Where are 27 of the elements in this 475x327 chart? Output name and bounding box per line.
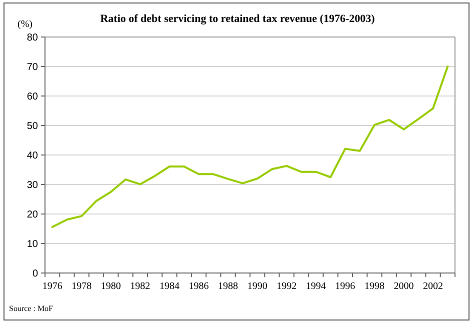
x-tick-label: 1984 — [159, 281, 180, 292]
x-tick-label: 1992 — [276, 281, 297, 292]
x-tick-label: 1976 — [42, 281, 62, 292]
x-tick-label: 1982 — [130, 281, 150, 292]
y-axis-title: (%) — [18, 19, 32, 30]
x-tick-label: 1978 — [72, 281, 92, 292]
source-note: Source : MoF — [9, 304, 54, 313]
x-tick-label: 1996 — [335, 281, 356, 292]
x-tick-label: 2000 — [394, 281, 414, 292]
y-tick-label: 10 — [26, 239, 38, 250]
chart-title: Ratio of debt servicing to retained tax revenue (1976-2003) — [100, 13, 376, 25]
y-tick-label: 80 — [26, 32, 38, 44]
y-tick-label: 50 — [26, 121, 38, 132]
x-tick-label: 2002 — [423, 281, 444, 292]
x-tick-label: 1994 — [306, 281, 326, 292]
line-series — [51, 66, 449, 228]
y-tick-label: 70 — [26, 62, 38, 73]
y-tick-label: 60 — [26, 92, 38, 102]
x-tick-label: 1990 — [247, 281, 268, 292]
x-tick-label: 1980 — [100, 281, 121, 292]
x-tick-label: 1986 — [188, 281, 209, 292]
y-tick-label: 20 — [26, 210, 38, 220]
x-tick-label: 1998 — [364, 281, 384, 292]
y-tick-label: 40 — [26, 150, 38, 162]
y-tick-label: 30 — [26, 180, 38, 191]
x-tick-label: 1988 — [218, 281, 238, 292]
y-tick-label: 0 — [32, 268, 38, 280]
